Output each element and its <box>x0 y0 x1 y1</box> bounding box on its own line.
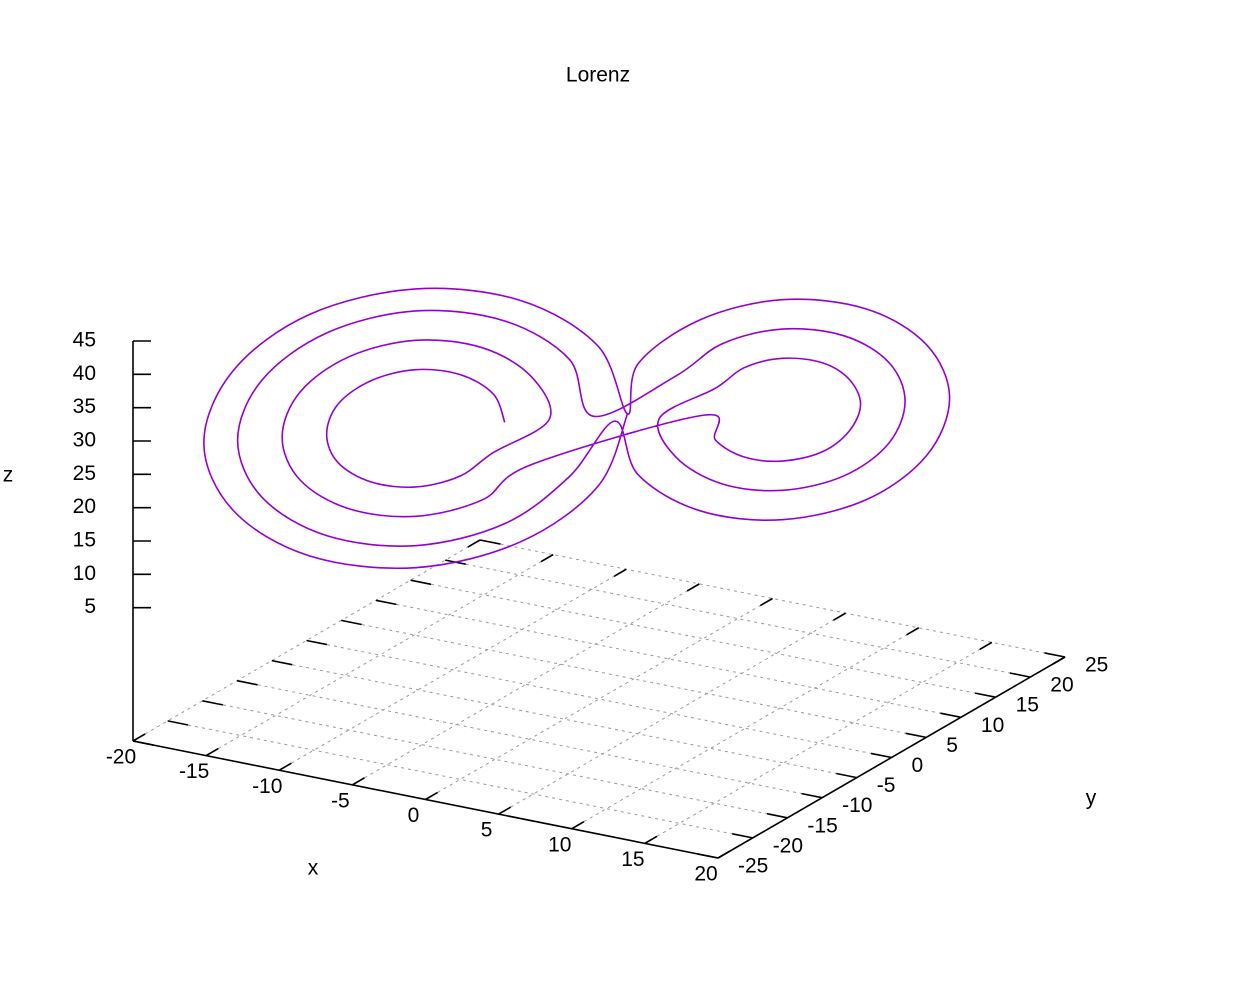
z-tick-label: 25 <box>73 462 96 485</box>
x-tick <box>425 791 439 801</box>
grid-line <box>341 619 927 738</box>
chart-title: Lorenz <box>566 64 630 87</box>
x-tick <box>278 762 292 771</box>
y-tick-label: 25 <box>1085 654 1108 677</box>
z-axis-label: z <box>3 464 14 487</box>
x-tick <box>351 777 365 786</box>
y-tick <box>836 772 857 779</box>
y-axis-label: y <box>1086 787 1097 810</box>
x-tick-label: 10 <box>548 833 571 856</box>
z-tick-label: 45 <box>73 329 96 352</box>
grid-line <box>445 559 1031 678</box>
y-tick-label: -5 <box>877 774 896 797</box>
grid-line <box>306 640 892 758</box>
y-tick <box>479 539 501 545</box>
x-tick-label: -5 <box>331 789 350 812</box>
x-tick <box>906 627 920 636</box>
y-tick <box>766 812 788 819</box>
x-tick <box>571 821 585 830</box>
y-tick <box>375 599 397 606</box>
y-tick <box>697 853 719 859</box>
grid-line <box>375 599 961 718</box>
grid-line <box>479 539 1066 658</box>
y-tick <box>870 752 892 759</box>
trajectory <box>203 287 951 570</box>
y-tick-label: 0 <box>912 754 924 777</box>
x-tick-label: 20 <box>694 863 717 886</box>
y-tick-label: -25 <box>738 855 768 878</box>
y-tick <box>341 619 362 626</box>
x-tick <box>644 835 658 845</box>
z-tick-label: 15 <box>73 529 96 552</box>
y-tick <box>940 712 962 719</box>
x-tick <box>979 641 993 651</box>
x-tick <box>717 850 731 859</box>
x-tick <box>540 553 554 563</box>
y-tick <box>271 659 293 666</box>
y-tick-label: -10 <box>842 794 872 817</box>
x-tick <box>613 568 627 577</box>
x-tick <box>205 747 219 757</box>
x-tick-label: -20 <box>106 746 136 769</box>
y-tick <box>167 720 189 726</box>
grid-line <box>237 680 823 799</box>
y-tick <box>410 579 432 586</box>
x-tick-label: 0 <box>408 804 420 827</box>
x-tick <box>467 539 481 548</box>
x-tick-label: -15 <box>179 760 209 783</box>
y-tick-label: 5 <box>946 734 958 757</box>
y-tick <box>905 732 927 739</box>
y-tick <box>974 692 996 698</box>
grid-line <box>202 700 788 819</box>
y-tick-label: 10 <box>981 714 1004 737</box>
y-tick-label: 15 <box>1016 694 1039 717</box>
x-tick-label: -10 <box>252 775 282 798</box>
z-tick-label: 5 <box>84 595 96 618</box>
y-tick-label: 20 <box>1050 674 1073 697</box>
grid-line <box>167 720 753 839</box>
grid-line <box>271 660 857 779</box>
y-tick <box>732 833 753 839</box>
y-tick <box>801 792 823 799</box>
y-tick <box>1044 652 1066 658</box>
grid-line <box>410 579 996 698</box>
z-tick-label: 10 <box>73 562 96 585</box>
z-tick-label: 30 <box>73 429 96 452</box>
x-tick <box>833 612 847 621</box>
x-tick <box>132 733 146 742</box>
x-tick <box>686 583 700 592</box>
y-tick <box>202 700 224 706</box>
y-tick-label: -15 <box>807 814 837 837</box>
y-tick-label: -20 <box>773 834 803 857</box>
x-tick-label: 15 <box>621 848 644 871</box>
y-tick <box>132 740 154 746</box>
y-tick <box>306 639 328 646</box>
y-tick <box>236 679 258 686</box>
z-tick-label: 20 <box>73 495 96 518</box>
z-tick-label: 35 <box>73 395 96 418</box>
x-tick <box>759 597 773 607</box>
z-tick-label: 40 <box>73 362 96 385</box>
x-tick <box>498 806 512 815</box>
x-tick-label: 5 <box>481 819 493 842</box>
x-axis-label: x <box>308 857 319 880</box>
y-tick <box>1009 672 1031 678</box>
x-tick <box>1052 656 1066 665</box>
